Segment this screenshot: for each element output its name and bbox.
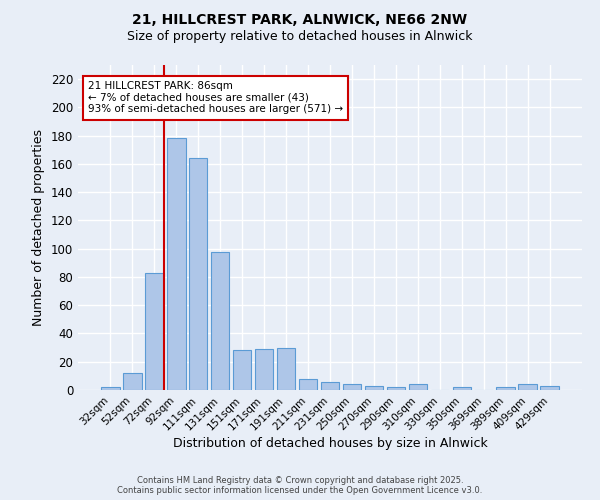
- Bar: [101, 387, 119, 390]
- Bar: [211, 252, 229, 390]
- Text: Size of property relative to detached houses in Alnwick: Size of property relative to detached ho…: [127, 30, 473, 43]
- Bar: [343, 384, 361, 390]
- Bar: [255, 349, 274, 390]
- Bar: [189, 158, 208, 390]
- Bar: [320, 382, 340, 390]
- Bar: [167, 138, 185, 390]
- Bar: [145, 272, 164, 390]
- Bar: [386, 387, 405, 390]
- X-axis label: Distribution of detached houses by size in Alnwick: Distribution of detached houses by size …: [173, 438, 487, 450]
- Bar: [452, 387, 471, 390]
- Bar: [233, 350, 251, 390]
- Bar: [123, 373, 142, 390]
- Bar: [277, 348, 295, 390]
- Bar: [365, 386, 383, 390]
- Bar: [541, 386, 559, 390]
- Text: Contains HM Land Registry data © Crown copyright and database right 2025.
Contai: Contains HM Land Registry data © Crown c…: [118, 476, 482, 495]
- Bar: [409, 384, 427, 390]
- Bar: [518, 384, 537, 390]
- Text: 21 HILLCREST PARK: 86sqm
← 7% of detached houses are smaller (43)
93% of semi-de: 21 HILLCREST PARK: 86sqm ← 7% of detache…: [88, 81, 343, 114]
- Text: 21, HILLCREST PARK, ALNWICK, NE66 2NW: 21, HILLCREST PARK, ALNWICK, NE66 2NW: [133, 12, 467, 26]
- Y-axis label: Number of detached properties: Number of detached properties: [32, 129, 45, 326]
- Bar: [496, 387, 515, 390]
- Bar: [299, 378, 317, 390]
